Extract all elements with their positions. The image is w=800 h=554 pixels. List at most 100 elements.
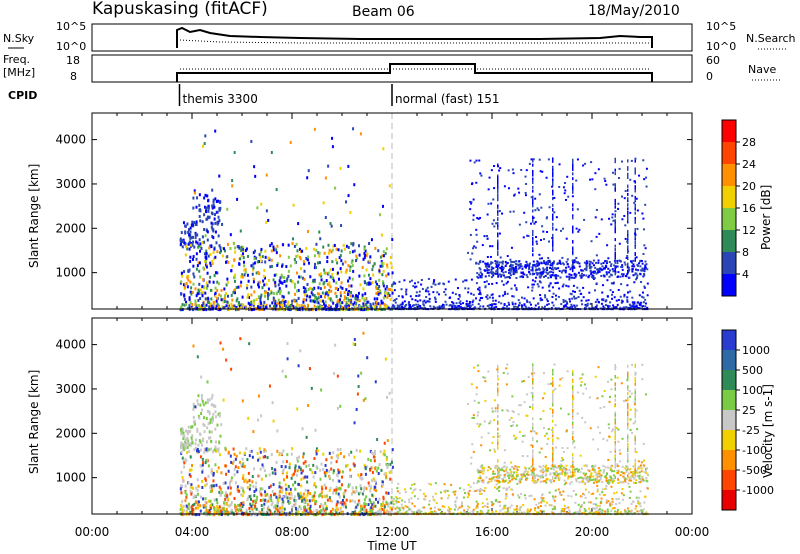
data-cell <box>223 510 226 514</box>
data-cell <box>473 245 476 248</box>
data-cell <box>572 240 574 244</box>
data-cell <box>206 426 209 430</box>
data-cell <box>552 183 554 187</box>
data-cell <box>572 290 575 293</box>
data-cell <box>345 296 348 300</box>
data-cell <box>534 507 537 510</box>
data-cell <box>323 285 326 289</box>
data-cell <box>378 284 381 288</box>
data-cell <box>329 275 332 279</box>
data-cell <box>387 306 390 310</box>
data-cell <box>518 301 521 304</box>
data-cell <box>259 255 262 259</box>
data-cell <box>381 273 384 277</box>
data-cell <box>594 266 597 269</box>
data-cell <box>189 230 192 234</box>
data-cell <box>211 204 214 208</box>
data-cell <box>247 496 250 500</box>
data-cell <box>638 262 641 265</box>
data-cell <box>592 270 595 273</box>
data-cell <box>460 511 463 514</box>
data-cell <box>473 490 476 493</box>
data-cell <box>567 494 570 497</box>
data-cell <box>265 303 268 307</box>
data-cell <box>263 502 266 506</box>
data-cell <box>242 260 245 264</box>
data-cell <box>293 282 296 286</box>
data-cell <box>425 296 428 299</box>
data-cell <box>553 196 556 199</box>
data-cell <box>200 495 203 499</box>
data-cell <box>319 468 322 472</box>
data-cell <box>335 503 338 507</box>
data-cell <box>497 189 499 193</box>
data-cell <box>202 308 205 312</box>
data-cell <box>396 490 399 493</box>
data-cell <box>294 469 297 473</box>
data-cell <box>382 284 385 288</box>
data-cell <box>542 271 545 274</box>
data-cell <box>451 291 454 294</box>
data-cell <box>227 469 230 473</box>
data-cell <box>354 510 357 514</box>
data-cell <box>532 163 534 167</box>
data-cell <box>611 497 614 500</box>
data-cell <box>371 503 374 507</box>
data-cell <box>628 276 631 279</box>
data-cell <box>639 273 642 276</box>
data-cell <box>390 284 393 288</box>
data-cell <box>515 269 518 272</box>
data-cell <box>315 449 318 453</box>
data-cell <box>329 285 332 289</box>
data-cell <box>226 294 229 298</box>
data-cell <box>375 489 378 493</box>
data-cell <box>234 481 237 485</box>
data-cell <box>284 495 287 499</box>
data-cell <box>183 270 186 274</box>
data-cell <box>455 505 458 508</box>
data-cell <box>369 255 372 259</box>
data-cell <box>219 249 222 253</box>
data-cell <box>563 483 566 486</box>
data-cell <box>467 491 470 494</box>
data-cell <box>447 494 450 497</box>
data-cell <box>549 264 552 267</box>
data-cell <box>270 289 273 293</box>
data-cell <box>424 498 427 501</box>
data-cell <box>256 260 259 264</box>
data-cell <box>420 283 423 286</box>
data-cell <box>534 265 537 268</box>
data-cell <box>327 271 330 275</box>
data-cell <box>366 282 369 286</box>
data-cell <box>479 260 482 263</box>
data-cell <box>467 291 470 294</box>
data-cell <box>208 509 211 513</box>
data-cell <box>606 244 609 247</box>
data-cell <box>226 300 229 304</box>
data-cell <box>212 257 215 261</box>
data-cell <box>514 267 517 270</box>
data-cell <box>488 265 491 268</box>
data-cell <box>273 468 276 472</box>
data-cell <box>609 265 612 268</box>
data-cell <box>542 259 545 262</box>
data-cell <box>542 269 545 272</box>
data-cell <box>293 299 296 303</box>
data-cell <box>509 263 512 266</box>
data-cell <box>253 490 256 494</box>
data-cell <box>557 274 560 277</box>
data-cell <box>597 259 600 262</box>
data-cell <box>492 299 495 302</box>
data-cell <box>300 477 303 481</box>
data-cell <box>626 254 629 257</box>
data-cell <box>198 513 201 517</box>
data-cell <box>400 503 403 506</box>
data-cell <box>200 397 203 401</box>
data-cell <box>274 472 277 476</box>
data-cell <box>246 486 249 490</box>
data-cell <box>348 251 351 255</box>
data-cell <box>315 447 318 451</box>
data-cell <box>324 304 327 308</box>
data-cell <box>205 440 208 444</box>
data-cell <box>328 489 331 493</box>
